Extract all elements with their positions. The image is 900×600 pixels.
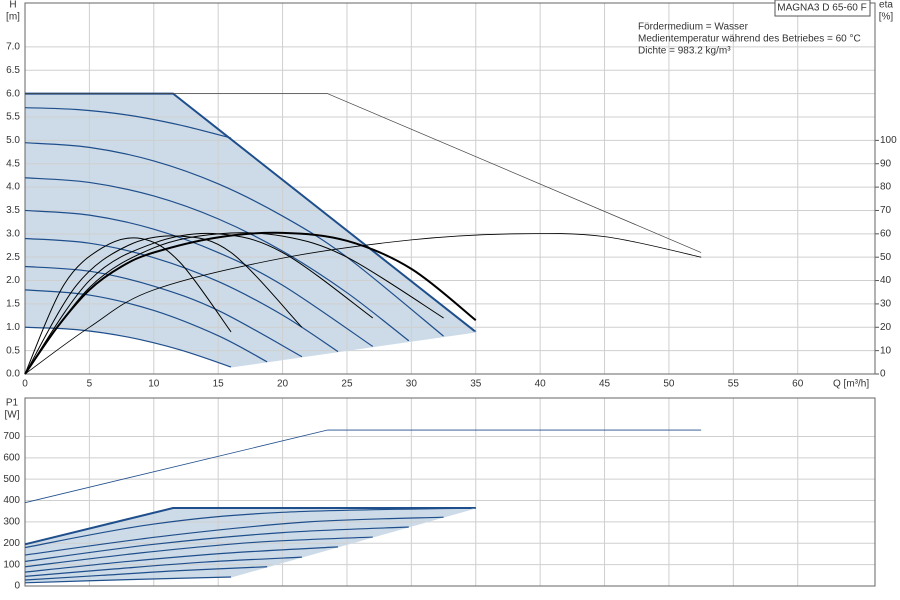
curve — [24, 233, 702, 375]
x-tick-label: 35 — [470, 379, 482, 390]
annotation: Fördermedium = Wasser — [638, 22, 749, 33]
x-tick-label: 10 — [148, 379, 160, 390]
curve — [24, 235, 303, 375]
curve — [24, 265, 303, 358]
x-tick-label: 45 — [599, 379, 611, 390]
y-tick-label: 7.0 — [6, 42, 20, 53]
curve — [24, 232, 374, 375]
y2-tick-label: 70 — [880, 205, 892, 216]
y-tick-label: 600 — [3, 452, 20, 463]
y-tick-label: 0.5 — [6, 345, 20, 356]
curve — [24, 237, 339, 353]
y-unit: [m] — [6, 12, 20, 23]
curve — [24, 107, 232, 139]
x-tick-label: 20 — [277, 379, 289, 390]
x-tick-label: 40 — [535, 379, 547, 390]
y2-tick-label: 100 — [880, 135, 897, 146]
y2-tick-label: 80 — [880, 182, 892, 193]
y-tick-label: 4.5 — [6, 158, 20, 169]
curve — [24, 177, 410, 342]
y-tick-label: 0.0 — [6, 369, 20, 380]
curve — [24, 507, 476, 549]
x-tick-label: 5 — [87, 379, 93, 390]
y2-tick-label: 0 — [880, 369, 886, 380]
curve — [24, 326, 232, 368]
curve — [24, 142, 444, 337]
y-tick-label: 2.5 — [6, 252, 20, 263]
y-tick-label: 100 — [3, 559, 20, 570]
title-box — [774, 0, 871, 17]
x-tick-label: 30 — [406, 379, 418, 390]
y-unit: [W] — [5, 410, 20, 421]
curve — [230, 331, 476, 368]
curve — [24, 566, 268, 581]
y-tick-label: 2.0 — [6, 275, 20, 286]
curve — [24, 536, 373, 568]
curve — [230, 507, 476, 578]
y2-tick-label: 30 — [880, 299, 892, 310]
annotation: Medientemperatur während des Betriebes =… — [638, 34, 861, 45]
x-label: Q [m³/h] — [833, 379, 869, 390]
curve — [24, 516, 444, 556]
curve — [25, 93, 702, 253]
plot-frame — [24, 397, 876, 587]
y-tick-label: 0 — [14, 581, 20, 592]
y2-tick-label: 90 — [880, 158, 892, 169]
y-tick-label: 6.5 — [6, 65, 20, 76]
y2-unit: [%] — [879, 12, 894, 23]
y-tick-label: 1.5 — [6, 299, 20, 310]
x-tick-label: 15 — [213, 379, 225, 390]
y-tick-label: 6.0 — [6, 88, 20, 99]
curve — [24, 507, 476, 546]
y-label: H — [9, 0, 16, 11]
y2-tick-label: 40 — [880, 275, 892, 286]
operating-range — [25, 93, 476, 367]
y2-tick-label: 50 — [880, 252, 892, 263]
annotation: Dichte = 983.2 kg/m³ — [638, 46, 731, 57]
y-tick-label: 5.5 — [6, 112, 20, 123]
x-tick-label: 60 — [792, 379, 804, 390]
curve — [24, 556, 302, 577]
y-label: P1 — [6, 398, 19, 409]
curve — [24, 232, 444, 375]
y-tick-label: 3.5 — [6, 205, 20, 216]
curve — [24, 231, 477, 375]
x-tick-label: 25 — [341, 379, 353, 390]
plot-frame — [24, 2, 876, 375]
y2-tick-label: 20 — [880, 322, 892, 333]
y-tick-label: 4.0 — [6, 182, 20, 193]
y-tick-label: 300 — [3, 517, 20, 528]
y2-tick-label: 10 — [880, 345, 892, 356]
x-tick-label: 50 — [663, 379, 675, 390]
y-tick-label: 200 — [3, 538, 20, 549]
curve — [24, 546, 338, 573]
x-tick-label: 0 — [22, 379, 28, 390]
curve — [24, 289, 268, 363]
y-tick-label: 400 — [3, 495, 20, 506]
y-tick-label: 1.0 — [6, 322, 20, 333]
y2-tick-label: 60 — [880, 228, 892, 239]
y-tick-label: 700 — [3, 431, 20, 442]
curve — [24, 576, 232, 584]
curve — [24, 237, 232, 375]
y2-label: eta — [879, 0, 893, 11]
curve — [24, 429, 702, 504]
chart-title: MAGNA3 D 65-60 F — [777, 3, 866, 14]
x-tick-label: 55 — [728, 379, 740, 390]
y-tick-label: 500 — [3, 474, 20, 485]
y-tick-label: 5.0 — [6, 135, 20, 146]
y-tick-label: 3.0 — [6, 228, 20, 239]
curve — [24, 526, 409, 563]
